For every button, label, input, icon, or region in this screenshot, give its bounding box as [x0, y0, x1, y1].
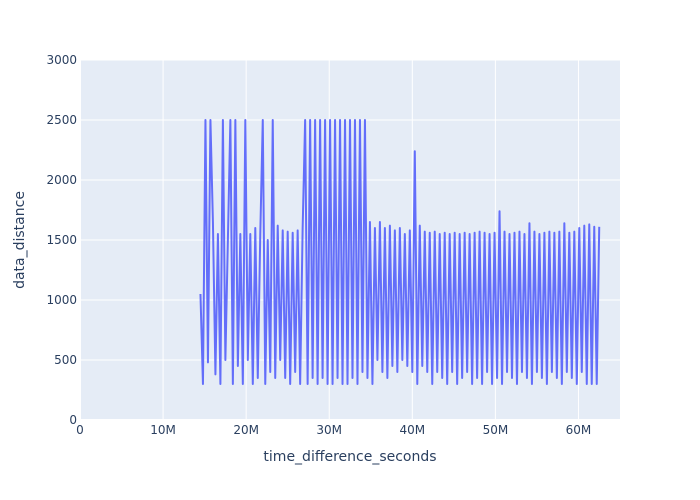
- x-tick-label: 20M: [233, 423, 259, 437]
- x-axis-ticks: 0 10M 20M 30M 40M 50M 60M: [76, 423, 591, 437]
- series-layer: [199, 119, 601, 385]
- x-tick-label: 10M: [150, 423, 176, 437]
- y-tick-label: 500: [54, 353, 77, 367]
- y-tick-label: 2000: [46, 173, 77, 187]
- series-line-0: [199, 119, 601, 385]
- y-tick-label: 3000: [46, 53, 77, 67]
- y-tick-label: 2500: [46, 113, 77, 127]
- y-axis-ticks: 0 500 1000 1500 2000 2500 3000: [46, 53, 77, 427]
- y-tick-label: 0: [69, 413, 77, 427]
- y-tick-label: 1000: [46, 293, 77, 307]
- x-tick-label: 60M: [566, 423, 592, 437]
- x-tick-label: 40M: [399, 423, 425, 437]
- x-tick-label: 0: [76, 423, 84, 437]
- x-tick-label: 50M: [483, 423, 509, 437]
- x-axis-title: time_difference_seconds: [263, 449, 436, 465]
- y-tick-label: 1500: [46, 233, 77, 247]
- y-axis-title: data_distance: [12, 191, 28, 289]
- x-tick-label: 30M: [316, 423, 342, 437]
